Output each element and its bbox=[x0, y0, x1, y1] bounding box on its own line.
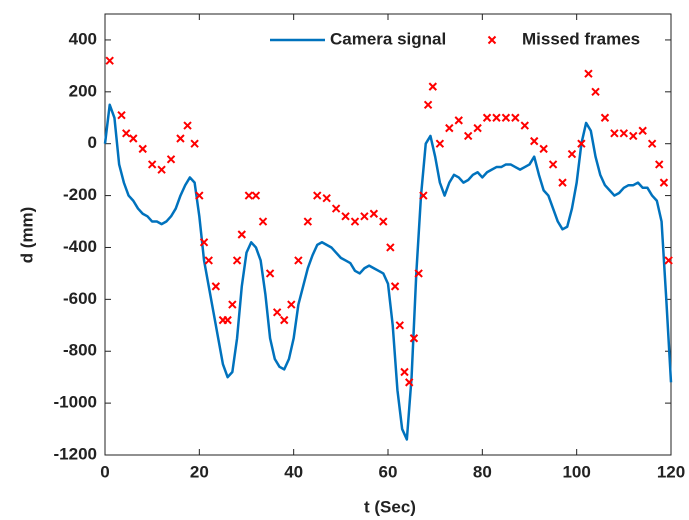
marker bbox=[287, 300, 296, 309]
marker bbox=[195, 191, 204, 200]
marker bbox=[511, 113, 520, 122]
marker bbox=[322, 193, 331, 203]
marker bbox=[414, 269, 423, 278]
marker bbox=[423, 100, 433, 110]
marker bbox=[157, 165, 166, 174]
marker bbox=[539, 144, 548, 154]
marker bbox=[492, 113, 501, 122]
x-tick-label: 100 bbox=[562, 462, 590, 481]
x-tick-label: 40 bbox=[284, 462, 303, 481]
marker bbox=[664, 256, 673, 265]
marker bbox=[463, 131, 473, 141]
marker bbox=[600, 113, 610, 122]
line bbox=[103, 103, 673, 441]
y-tick-label: -1200 bbox=[54, 444, 97, 463]
marker bbox=[379, 217, 388, 226]
marker bbox=[122, 129, 131, 138]
y-tick-label: 200 bbox=[69, 81, 97, 100]
y-tick-label: -1000 bbox=[54, 393, 97, 412]
marker bbox=[445, 123, 454, 133]
marker bbox=[258, 217, 268, 226]
marker bbox=[400, 367, 409, 377]
marker bbox=[419, 191, 428, 200]
y-tick-label: -600 bbox=[63, 289, 97, 308]
marker bbox=[610, 129, 619, 138]
marker bbox=[294, 256, 303, 265]
marker bbox=[405, 378, 414, 387]
marker bbox=[558, 178, 567, 187]
marker bbox=[386, 243, 395, 252]
marker bbox=[369, 209, 379, 218]
marker bbox=[501, 113, 511, 122]
x-tick-label: 20 bbox=[190, 462, 209, 481]
marker bbox=[548, 160, 558, 169]
marker bbox=[166, 155, 176, 164]
marker bbox=[428, 82, 438, 91]
x-tick-label: 0 bbox=[100, 462, 109, 481]
marker bbox=[520, 121, 529, 130]
marker bbox=[395, 321, 404, 330]
marker bbox=[647, 139, 657, 148]
marker bbox=[138, 144, 147, 154]
marker bbox=[232, 256, 242, 265]
marker bbox=[530, 136, 539, 146]
marker bbox=[228, 300, 237, 309]
marker bbox=[584, 69, 593, 78]
y-tick-label: -800 bbox=[63, 341, 97, 360]
marker bbox=[204, 256, 213, 265]
marker bbox=[619, 129, 629, 138]
marker bbox=[147, 160, 157, 169]
marker bbox=[473, 123, 482, 133]
y-tick-label: -200 bbox=[63, 185, 97, 204]
y-tick-label: -400 bbox=[63, 237, 97, 256]
x-tick-label: 80 bbox=[473, 462, 492, 481]
marker bbox=[567, 149, 577, 159]
marker bbox=[482, 113, 492, 122]
marker bbox=[105, 56, 114, 65]
marker bbox=[251, 191, 261, 200]
marker bbox=[629, 131, 638, 141]
marker bbox=[638, 126, 647, 135]
marker bbox=[183, 121, 192, 130]
marker bbox=[409, 334, 419, 343]
marker bbox=[199, 238, 209, 247]
marker bbox=[331, 204, 341, 213]
plot-area bbox=[104, 13, 672, 456]
marker bbox=[129, 134, 138, 143]
marker bbox=[176, 134, 185, 143]
y-tick-label: 400 bbox=[69, 29, 97, 48]
marker bbox=[272, 308, 282, 317]
marker bbox=[435, 139, 445, 148]
marker bbox=[303, 217, 313, 226]
x-tick-label: 120 bbox=[657, 462, 685, 481]
marker bbox=[390, 282, 400, 291]
marker bbox=[591, 87, 600, 97]
marker bbox=[454, 116, 463, 125]
y-tick-label: 0 bbox=[88, 133, 97, 152]
marker bbox=[117, 110, 126, 120]
x-tick-label: 60 bbox=[379, 462, 398, 481]
marker bbox=[577, 139, 586, 148]
marker bbox=[341, 212, 350, 221]
marker bbox=[313, 191, 322, 200]
legend-label: Camera signal bbox=[330, 29, 446, 48]
marker bbox=[659, 178, 669, 187]
y-axis-label: d (mm) bbox=[17, 207, 36, 264]
marker bbox=[360, 212, 369, 221]
marker bbox=[350, 217, 360, 226]
marker bbox=[211, 282, 221, 291]
marker bbox=[190, 139, 199, 148]
marker bbox=[655, 160, 664, 169]
x-axis-label: t (Sec) bbox=[364, 497, 416, 516]
marker bbox=[237, 230, 246, 239]
legend-marker bbox=[487, 35, 497, 45]
marker bbox=[265, 269, 275, 278]
marker bbox=[223, 315, 232, 325]
marker bbox=[244, 191, 254, 200]
legend-label: Missed frames bbox=[522, 29, 640, 48]
marker bbox=[280, 315, 289, 325]
